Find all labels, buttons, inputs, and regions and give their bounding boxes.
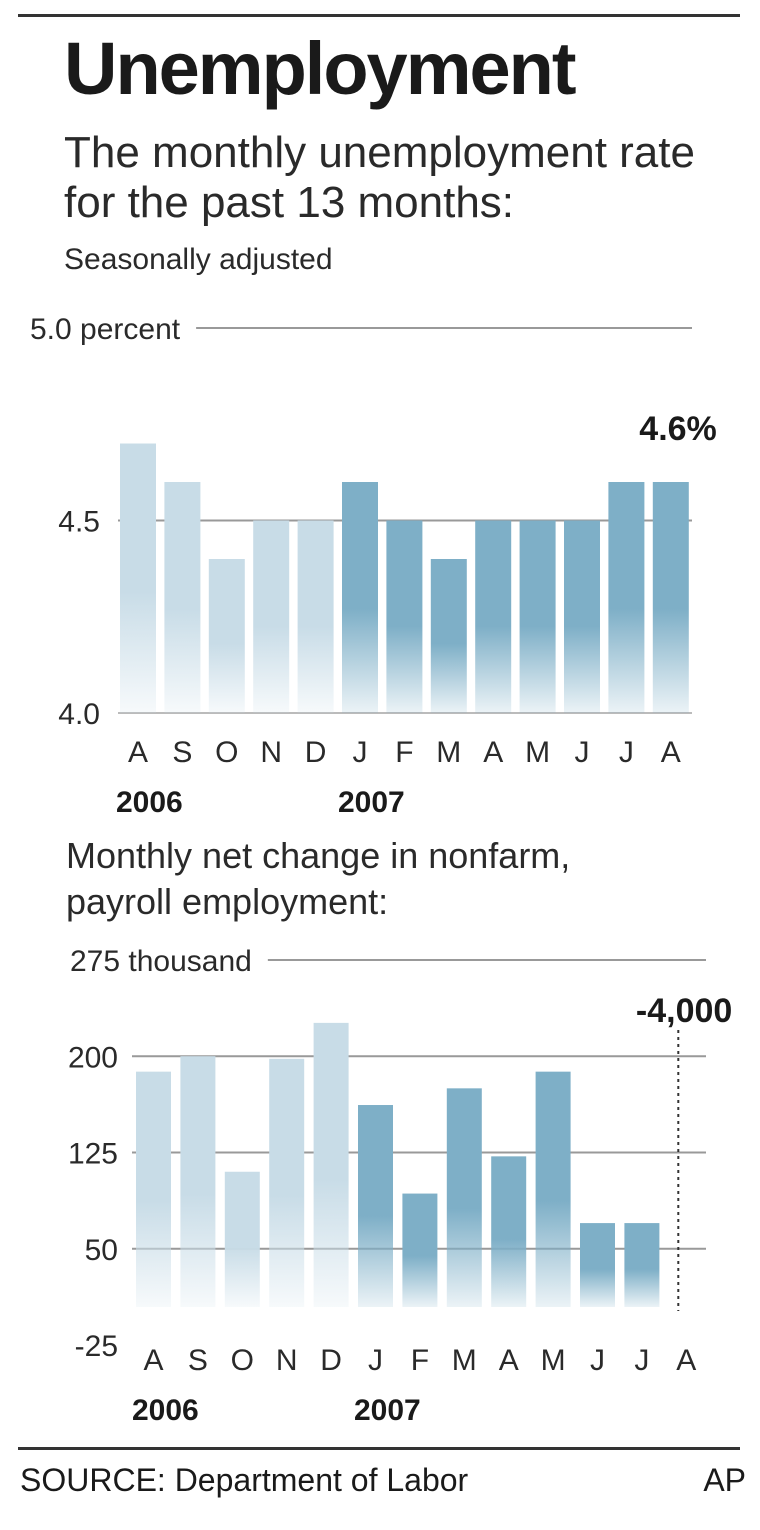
seasonal-note: Seasonally adjusted: [64, 243, 333, 276]
x-tick-label: J: [634, 1344, 649, 1377]
bar: [120, 443, 156, 713]
year-label: 2007: [354, 1394, 421, 1427]
y-tick-label: 50: [85, 1234, 118, 1267]
bar: [580, 1223, 615, 1307]
bar: [208, 559, 245, 713]
bar: [313, 1022, 349, 1307]
bar: [475, 520, 512, 713]
page-title: Unemployment: [64, 27, 577, 110]
x-tick-label: S: [172, 736, 192, 769]
y-tick-label: 4.0: [58, 698, 100, 731]
y-tick-label: 125: [68, 1138, 118, 1171]
bar: [564, 520, 600, 713]
unemployment-bars: [120, 443, 689, 713]
top-rule: [18, 14, 740, 17]
bottom-rule: [18, 1447, 740, 1450]
bar: [446, 1088, 482, 1307]
bar: [136, 1071, 171, 1307]
year-label: 2006: [132, 1394, 199, 1427]
bar: [297, 520, 334, 713]
x-tick-label: J: [353, 736, 368, 769]
bar: [253, 520, 290, 713]
x-tick-label: F: [411, 1344, 429, 1377]
x-tick-label: M: [452, 1344, 477, 1377]
y-tick-label: 200: [68, 1041, 118, 1074]
x-tick-label: O: [231, 1344, 254, 1377]
bar: [535, 1071, 571, 1307]
unemployment-y-axis: 5.0 percent 4.5 4.0: [30, 313, 181, 731]
x-tick-label: J: [619, 736, 634, 769]
bar: [402, 1193, 438, 1307]
callout-label: 4.6%: [639, 410, 717, 448]
bar: [491, 1156, 527, 1307]
payroll-callout: -4,000: [636, 992, 732, 1311]
bar: [624, 1223, 660, 1307]
payroll-bars: [136, 1022, 660, 1307]
callout-label: -4,000: [636, 992, 732, 1030]
x-tick-label: O: [215, 736, 238, 769]
x-tick-label: A: [128, 736, 148, 769]
y-tick-label: -25: [75, 1330, 118, 1363]
x-tick-label: J: [590, 1344, 605, 1377]
x-tick-label: A: [143, 1344, 163, 1377]
bar: [342, 482, 378, 713]
payroll-y-axis: 275 thousand 200 125 50 -25: [68, 945, 252, 1363]
bar: [386, 520, 423, 713]
x-tick-label: M: [541, 1344, 566, 1377]
payroll-change-chart: Monthly net change in nonfarm, payroll em…: [66, 835, 732, 1427]
payroll-chart-title: Monthly net change in nonfarm, payroll em…: [66, 835, 570, 922]
x-tick-label: J: [368, 1344, 383, 1377]
bar: [430, 559, 467, 713]
x-tick-label: A: [499, 1344, 519, 1377]
bar: [164, 482, 201, 713]
x-tick-label: A: [676, 1344, 696, 1377]
bar: [180, 1056, 216, 1307]
bar: [652, 482, 689, 713]
x-tick-label: S: [188, 1344, 208, 1377]
agency-credit: AP: [703, 1462, 746, 1498]
year-label: 2007: [338, 786, 405, 819]
y-tick-label: 5.0 percent: [30, 313, 181, 346]
x-tick-label: A: [661, 736, 681, 769]
source-credit: SOURCE: Department of Labor: [20, 1462, 469, 1498]
unemployment-callout: 4.6%: [639, 410, 717, 448]
x-tick-label: M: [525, 736, 550, 769]
y-tick-label: 275 thousand: [70, 945, 252, 978]
x-tick-label: D: [305, 736, 327, 769]
bar: [608, 482, 645, 713]
x-tick-label: N: [260, 736, 282, 769]
bar: [358, 1105, 393, 1307]
x-tick-label: A: [483, 736, 503, 769]
bar: [224, 1171, 260, 1307]
x-tick-label: M: [436, 736, 461, 769]
x-tick-label: D: [320, 1344, 342, 1377]
bar: [269, 1058, 305, 1307]
bar: [519, 520, 556, 713]
page-subtitle: The monthly unemployment rate for the pa…: [64, 128, 695, 227]
x-tick-label: F: [395, 736, 413, 769]
year-label: 2006: [116, 786, 183, 819]
y-tick-label: 4.5: [58, 506, 100, 539]
x-tick-label: J: [575, 736, 590, 769]
x-tick-label: N: [276, 1344, 298, 1377]
